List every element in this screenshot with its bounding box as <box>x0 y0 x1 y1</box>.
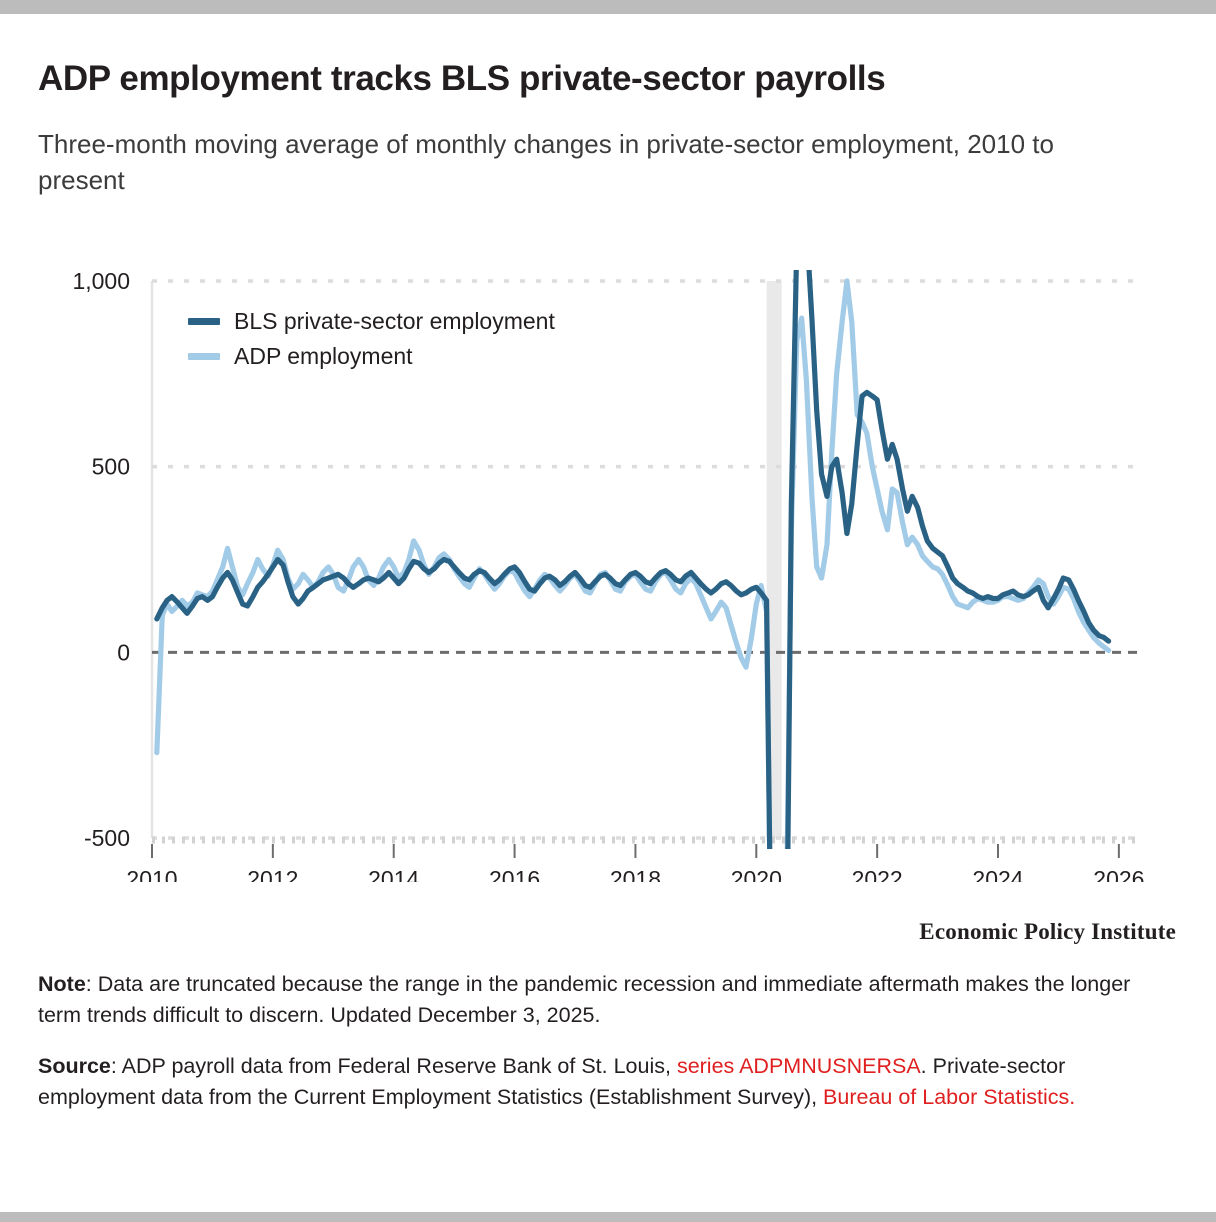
legend-label-adp: ADP employment <box>234 343 413 369</box>
y-tick-label: -500 <box>84 825 130 851</box>
x-tick-label: 2016 <box>489 866 540 882</box>
note-line: Note: Data are truncated because the ran… <box>38 969 1153 1030</box>
legend-swatch-adp <box>188 353 220 360</box>
page-title: ADP employment tracks BLS private-sector… <box>38 59 886 98</box>
legend-swatch-bls <box>188 318 220 325</box>
x-tick-label: 2020 <box>731 866 782 882</box>
x-tick-label: 2018 <box>610 866 661 882</box>
note-text: : Data are truncated because the range i… <box>38 972 1131 1027</box>
y-tick-label: 1,000 <box>72 268 130 294</box>
source-label: Source <box>38 1054 111 1079</box>
page-subtitle: Three-month moving average of monthly ch… <box>38 129 1054 195</box>
y-tick-label: 0 <box>117 639 130 665</box>
chart-legend: BLS private-sector employment ADP employ… <box>188 304 555 374</box>
x-tick-label: 2024 <box>972 866 1023 882</box>
figure-page: ADP employment tracks BLS private-sector… <box>0 14 1216 1212</box>
source-text-1: : ADP payroll data from Federal Reserve … <box>110 1054 677 1079</box>
legend-label-bls: BLS private-sector employment <box>234 308 555 334</box>
x-tick-label: 2014 <box>368 866 419 882</box>
x-tick-label: 2022 <box>852 866 903 882</box>
epi-credit: Economic Policy Institute <box>919 919 1176 944</box>
x-tick-label: 2026 <box>1093 866 1144 882</box>
legend-item-adp[interactable]: ADP employment <box>188 339 555 374</box>
footnotes: Note: Data are truncated because the ran… <box>38 969 1153 1113</box>
chart-container: 1,000 500 0 -500 2010 2012 2014 2016 2018 2020 202… <box>0 242 1216 882</box>
note-label: Note <box>38 972 86 996</box>
top-edge-band <box>0 0 1216 14</box>
x-tick-label: 2010 <box>126 866 177 882</box>
legend-item-bls[interactable]: BLS private-sector employment <box>188 304 555 339</box>
series-line-bls <box>154 270 1112 849</box>
line-chart: 1,000 500 0 -500 2010 2012 2014 2016 2018 2020 202… <box>72 268 1144 882</box>
source-text-2: . Private-sector employment data from th… <box>38 1054 1066 1110</box>
bottom-edge-band <box>0 1212 1216 1222</box>
source-link-bls[interactable]: Bureau of Labor Statistics. <box>823 1085 1076 1110</box>
source-line: Source: ADP payroll data from Federal Re… <box>38 1051 1153 1112</box>
y-tick-label: 500 <box>92 454 130 480</box>
source-link-adp-series[interactable]: series ADPMNUSNERSA <box>676 1054 921 1079</box>
x-tick-label: 2012 <box>247 866 298 882</box>
